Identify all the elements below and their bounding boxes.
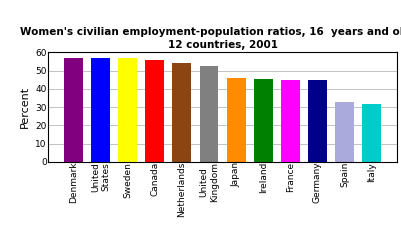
Bar (200, 66, 219, 162)
Bar (335, 102, 354, 162)
Y-axis label: Percent: Percent (20, 86, 30, 128)
Bar (281, 80, 300, 162)
Bar (254, 79, 273, 162)
Bar (91, 58, 110, 162)
Bar (118, 58, 137, 162)
Bar (172, 63, 191, 162)
Title: Women's civilian employment-population ratios, 16  years and older,
12 countries: Women's civilian employment-population r… (20, 27, 401, 50)
Bar (308, 80, 327, 162)
Bar (64, 58, 83, 162)
Bar (227, 78, 245, 162)
Bar (362, 104, 381, 162)
Bar (145, 60, 164, 162)
